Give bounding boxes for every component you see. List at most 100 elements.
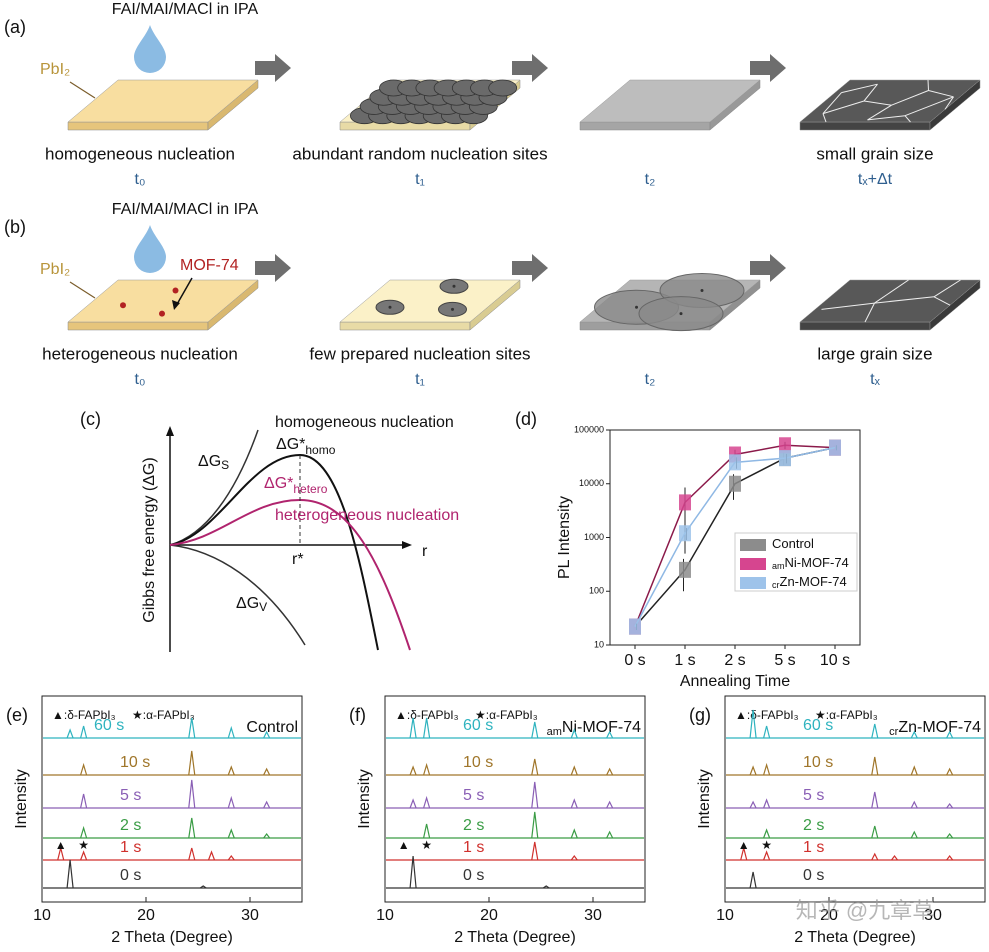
diffraction-peak <box>946 803 954 809</box>
title-name: Zn-MOF-74 <box>898 719 981 736</box>
diffraction-peak <box>570 828 578 839</box>
grain-boundary <box>904 115 911 123</box>
x-tick-label: 20 <box>820 907 838 924</box>
substrate-label: PbI₂ <box>40 261 70 278</box>
diffraction-peak <box>227 725 235 739</box>
panel-label: (f) <box>349 705 366 725</box>
trace-label: 2 s <box>803 817 824 834</box>
x-tick-label: 2 s <box>724 652 745 669</box>
x-tick-label: 10 s <box>820 652 850 669</box>
axis-arrow <box>166 426 174 436</box>
x-label: 2 Theta (Degree) <box>794 929 916 946</box>
barrier-sub: hetero <box>293 482 327 496</box>
step-caption: few prepared nucleation sites <box>309 344 530 363</box>
diffraction-peak <box>80 850 88 861</box>
slab-front <box>339 321 471 331</box>
slab-top <box>339 279 521 323</box>
grain-boundary <box>841 83 878 94</box>
title-name: Control <box>246 719 298 736</box>
diffraction-peak <box>199 885 207 889</box>
y-tick-label: 100000 <box>574 424 604 434</box>
droplet <box>134 225 166 273</box>
y-tick-label: 100 <box>589 586 604 596</box>
step-caption: large grain size <box>817 344 932 363</box>
diffraction-peak <box>188 847 196 861</box>
data-point <box>679 561 691 578</box>
diffraction-peak <box>263 833 271 839</box>
diffraction-peak <box>946 833 954 839</box>
barrier-sub: homo <box>305 443 335 457</box>
diffraction-peak <box>188 750 196 776</box>
diffraction-peak <box>910 730 918 739</box>
plot-frame <box>41 695 303 903</box>
step-time: tₓ <box>870 371 880 388</box>
grain-boundary <box>822 113 827 123</box>
x-tick-label: 30 <box>584 907 602 924</box>
panel-label: (a) <box>4 17 26 37</box>
plot-frame <box>384 695 646 903</box>
legend-swatch <box>740 558 766 570</box>
diffraction-peak <box>910 830 918 839</box>
diffraction-peak <box>423 717 431 739</box>
diffraction-peak <box>910 765 918 776</box>
diffraction-peak <box>606 800 614 809</box>
surface-main: ΔG <box>198 453 221 470</box>
axis-arrow <box>402 541 412 549</box>
diffraction-peak <box>606 767 614 776</box>
substrate-label: PbI₂ <box>40 61 70 78</box>
grain-boundary <box>933 279 961 298</box>
slab-top <box>579 79 761 123</box>
title-prefix: am <box>547 726 562 738</box>
diffraction-peak <box>531 811 539 839</box>
trace-label: 5 s <box>463 787 484 804</box>
x-tick-label: 10 <box>716 907 734 924</box>
data-point <box>679 525 691 542</box>
diffraction-peak <box>57 847 65 861</box>
mof-site <box>451 307 454 311</box>
diffraction-peak <box>542 885 550 889</box>
diffraction-peak <box>66 728 74 739</box>
watermark: 知乎 @九章草 <box>796 898 934 923</box>
panel-label: (d) <box>515 409 537 429</box>
diffraction-peak <box>80 725 88 739</box>
trace-label: 2 s <box>120 817 141 834</box>
diffraction-peak <box>570 855 578 861</box>
step-time: t₂ <box>645 171 656 188</box>
mof-site <box>635 305 638 309</box>
legend-prefix: cr <box>772 580 780 590</box>
diffraction-peak <box>570 765 578 776</box>
diffraction-peak <box>227 855 235 861</box>
step-caption: homogeneous nucleation <box>45 144 235 163</box>
panel-title: amNi-MOF-74 <box>547 719 641 738</box>
data-point <box>729 454 741 471</box>
volume-sub: V <box>259 600 267 614</box>
process-arrow <box>512 54 548 82</box>
grain-boundary <box>821 302 875 310</box>
x-tick-label: 5 s <box>774 652 795 669</box>
panel-title: crZn-MOF-74 <box>889 719 981 738</box>
legend-swatch <box>740 577 766 589</box>
data-point <box>729 475 741 492</box>
grain-boundary <box>891 90 929 106</box>
diffraction-peak <box>227 795 235 809</box>
grain-boundary <box>874 296 935 304</box>
diffraction-peak <box>749 800 757 809</box>
plot-frame <box>724 695 986 903</box>
trace-label: 0 s <box>803 867 824 884</box>
barrier-label: ΔG*hetero <box>264 475 328 496</box>
legend-entry: Control <box>772 536 814 551</box>
panel-label: (g) <box>689 705 711 725</box>
diffraction-peak <box>66 859 74 889</box>
nucleus <box>488 79 518 97</box>
legend-swatch <box>740 539 766 551</box>
diffraction-peak <box>749 765 757 776</box>
grain-boundary <box>928 90 954 98</box>
additive-label: MOF-74 <box>180 257 239 274</box>
step-time: t₁ <box>415 171 425 188</box>
diffraction-peak <box>409 855 417 889</box>
pointer <box>175 277 193 307</box>
slab-top <box>67 279 259 323</box>
data-point <box>779 437 791 454</box>
grain-boundary <box>822 92 842 114</box>
y-tick-label: 10 <box>594 639 604 649</box>
